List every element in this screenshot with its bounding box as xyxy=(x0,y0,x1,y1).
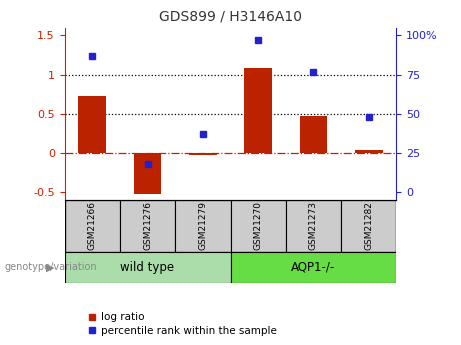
Bar xyxy=(355,150,383,153)
Text: GSM21266: GSM21266 xyxy=(88,201,97,250)
Bar xyxy=(175,200,230,252)
Bar xyxy=(286,200,341,252)
Bar xyxy=(134,153,161,194)
Title: GDS899 / H3146A10: GDS899 / H3146A10 xyxy=(159,10,302,24)
Text: AQP1-/-: AQP1-/- xyxy=(291,261,336,274)
Bar xyxy=(230,252,396,283)
Text: GSM21273: GSM21273 xyxy=(309,201,318,250)
Text: GSM21279: GSM21279 xyxy=(198,201,207,250)
Text: GSM21270: GSM21270 xyxy=(254,201,263,250)
Bar xyxy=(78,96,106,153)
Text: ▶: ▶ xyxy=(46,263,54,272)
Text: wild type: wild type xyxy=(120,261,175,274)
Legend: log ratio, percentile rank within the sample: log ratio, percentile rank within the sa… xyxy=(83,308,281,340)
Bar xyxy=(341,200,396,252)
Bar xyxy=(300,116,327,153)
Text: genotype/variation: genotype/variation xyxy=(5,263,97,272)
Bar xyxy=(120,200,175,252)
Text: GSM21276: GSM21276 xyxy=(143,201,152,250)
Bar xyxy=(244,68,272,153)
Bar xyxy=(230,200,286,252)
Bar xyxy=(65,200,120,252)
Text: GSM21282: GSM21282 xyxy=(364,201,373,250)
Bar xyxy=(65,252,230,283)
Bar xyxy=(189,153,217,155)
